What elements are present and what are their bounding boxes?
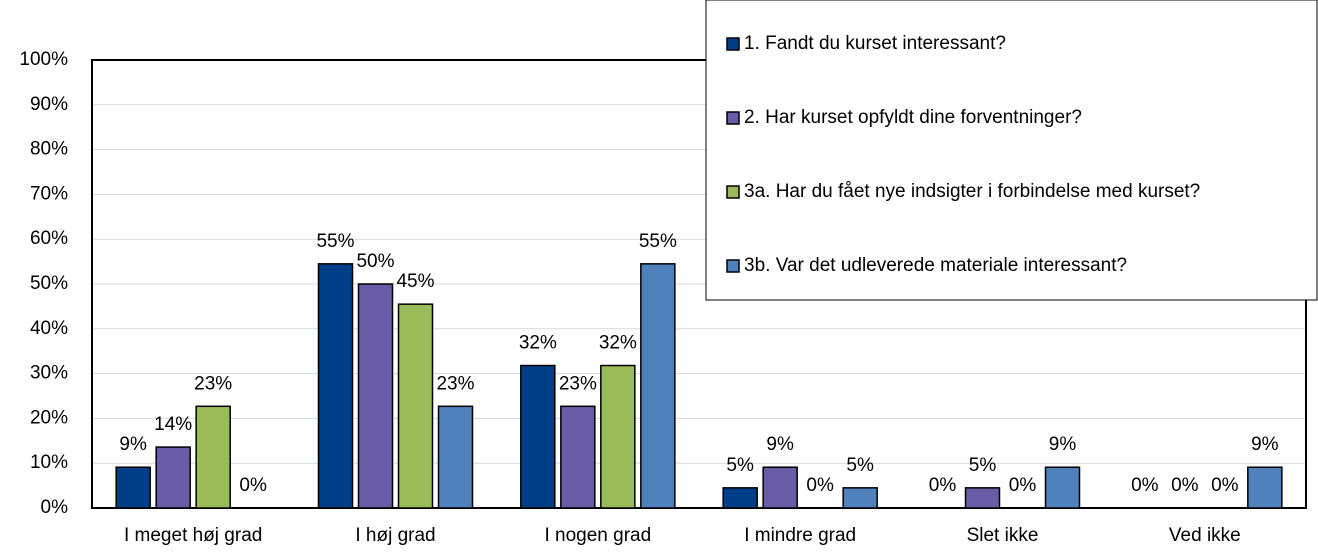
legend-swatch	[726, 37, 740, 51]
data-label: 50%	[356, 251, 394, 272]
bar	[437, 405, 474, 509]
data-label: 45%	[396, 271, 434, 292]
legend-label: 3a. Har du fået nye indsigter i forbinde…	[744, 181, 1200, 202]
bar	[560, 405, 596, 509]
bar	[195, 405, 231, 509]
bar	[520, 364, 556, 509]
y-tick-label: 60%	[30, 228, 68, 249]
legend-label: 3b. Var det udleverede materiale interes…	[744, 255, 1127, 276]
y-tick-label: 80%	[30, 139, 68, 160]
data-label: 5%	[726, 455, 754, 476]
bar	[640, 263, 676, 509]
y-tick-label: 90%	[30, 94, 68, 115]
data-label: 23%	[194, 373, 232, 394]
data-label: 23%	[559, 373, 597, 394]
legend-label: 2. Har kurset opfyldt dine forventninger…	[744, 107, 1082, 128]
bar	[317, 263, 354, 509]
bar	[1044, 466, 1081, 509]
data-label: 9%	[1049, 434, 1077, 455]
data-label: 14%	[154, 414, 192, 435]
y-tick-label: 30%	[30, 363, 68, 384]
data-label: 0%	[1009, 475, 1037, 496]
legend-swatch	[726, 111, 740, 125]
y-tick-label: 100%	[19, 49, 68, 70]
x-tick-label: I mindre grad	[744, 525, 856, 546]
bar	[155, 446, 191, 509]
data-label: 0%	[239, 475, 267, 496]
bar	[964, 487, 1001, 509]
data-label: 5%	[846, 455, 874, 476]
y-tick-label: 10%	[30, 452, 68, 473]
bar	[842, 487, 878, 509]
y-tick-label: 20%	[30, 407, 68, 428]
data-label: 55%	[316, 231, 354, 252]
x-tick-label: Ved ikke	[1169, 525, 1241, 546]
x-tick-label: I meget høj grad	[124, 525, 262, 546]
legend-swatch	[726, 185, 740, 199]
data-label: 55%	[639, 231, 677, 252]
y-tick-label: 0%	[41, 497, 69, 518]
x-tick-label: I nogen grad	[544, 525, 651, 546]
data-label: 23%	[436, 373, 474, 394]
legend-box	[705, 0, 1318, 301]
bar	[397, 303, 434, 509]
legend-swatch	[726, 259, 740, 273]
data-label: 9%	[766, 434, 794, 455]
bar	[722, 487, 758, 509]
data-label: 0%	[1171, 475, 1199, 496]
y-tick-label: 40%	[30, 318, 68, 339]
bar	[1247, 466, 1283, 509]
data-label: 0%	[1131, 475, 1159, 496]
x-tick-label: I høj grad	[355, 525, 435, 546]
x-tick-label: Slet ikke	[967, 525, 1039, 546]
data-label: 9%	[119, 434, 147, 455]
bar	[762, 466, 798, 509]
data-label: 0%	[1211, 475, 1239, 496]
data-label: 32%	[599, 333, 637, 354]
data-label: 5%	[969, 455, 997, 476]
data-label: 0%	[929, 475, 957, 496]
bar	[600, 364, 636, 509]
data-label: 9%	[1251, 434, 1279, 455]
data-label: 32%	[519, 333, 557, 354]
y-tick-label: 70%	[30, 183, 68, 204]
data-label: 0%	[806, 475, 834, 496]
legend-label: 1. Fandt du kurset interessant?	[744, 33, 1006, 54]
bar	[357, 283, 394, 509]
bar	[115, 466, 151, 509]
y-tick-label: 50%	[30, 273, 68, 294]
